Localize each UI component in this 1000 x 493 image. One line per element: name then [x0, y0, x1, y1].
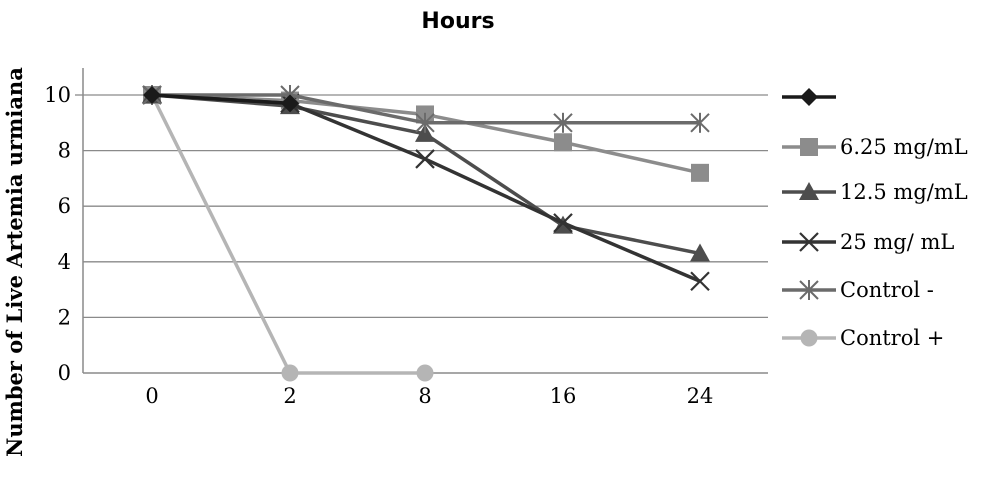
- x-tick-label: 16: [550, 384, 577, 408]
- data-point: [415, 123, 435, 142]
- series-unnamed: [143, 86, 299, 113]
- legend-item: 25 mg/ mL: [782, 230, 954, 254]
- legend-marker: [800, 88, 818, 106]
- legend: 6.25 mg/mL 12.5 mg/mL 25 mg/ mL Control - Co…: [782, 88, 968, 350]
- chart-title: Hours: [421, 9, 494, 34]
- legend-label: Control -: [840, 278, 934, 302]
- data-point: [554, 133, 572, 152]
- data-point: [691, 163, 709, 182]
- legend-marker: [799, 280, 819, 300]
- x-tick-label: 2: [283, 384, 296, 408]
- series-group: [142, 85, 710, 382]
- y-tick-label: 6: [58, 194, 71, 218]
- legend-label: Control +: [840, 326, 944, 350]
- series-control-: [142, 85, 710, 133]
- legend-marker: [799, 232, 819, 252]
- legend-label: 25 mg/ mL: [840, 230, 954, 254]
- data-point: [553, 213, 573, 233]
- y-tick-label: 4: [58, 250, 71, 274]
- x-tick-label: 0: [145, 384, 158, 408]
- data-point: [553, 112, 573, 133]
- data-point: [281, 94, 299, 113]
- data-point: [690, 243, 710, 262]
- x-tick-label: 8: [418, 384, 431, 408]
- data-point: [415, 149, 435, 169]
- data-point: [416, 364, 434, 382]
- data-point: [690, 271, 710, 292]
- y-tick-label: 0: [58, 361, 71, 385]
- legend-label: 12.5 mg/mL: [840, 180, 968, 204]
- data-point: [281, 364, 299, 382]
- data-point: [415, 112, 435, 133]
- y-tick-label: 8: [58, 139, 71, 163]
- data-point: [690, 112, 710, 133]
- legend-marker: [799, 182, 819, 200]
- legend-item: Control +: [782, 326, 944, 350]
- legend-item: 12.5 mg/mL: [782, 180, 968, 204]
- legend-label: 6.25 mg/mL: [840, 135, 968, 159]
- x-tick-label: 24: [687, 384, 714, 408]
- legend-marker: [800, 329, 818, 347]
- legend-marker: [800, 138, 818, 156]
- legend-item: Control -: [782, 278, 934, 302]
- series-line: [150, 94, 425, 375]
- y-axis-label: Number of Live Artemia urmiana: [2, 67, 27, 457]
- y-tick-label: 2: [58, 305, 71, 329]
- data-point: [143, 86, 161, 104]
- legend-item: [782, 88, 836, 106]
- legend-item: 6.25 mg/mL: [782, 135, 968, 159]
- series-control-: [143, 86, 434, 382]
- series-line: [151, 93, 291, 106]
- y-tick-label: 10: [44, 83, 71, 107]
